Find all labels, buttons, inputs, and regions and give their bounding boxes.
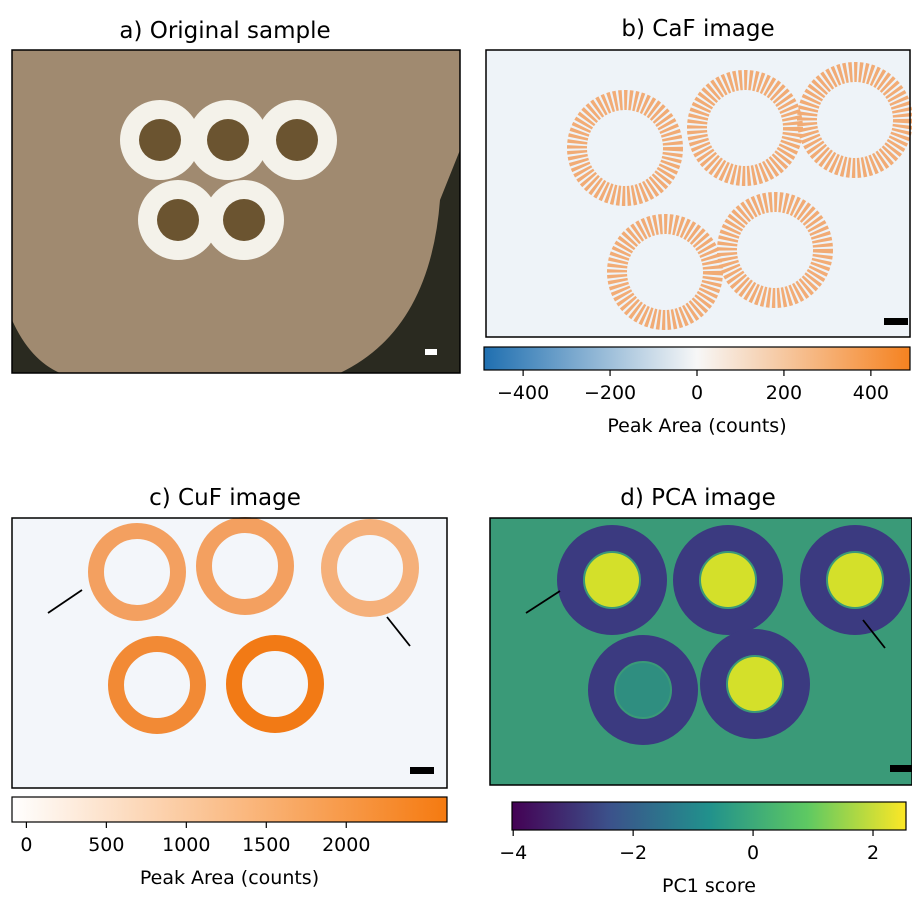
photo — [12, 50, 460, 373]
tick-label: 200 — [766, 382, 802, 404]
tick-label: 500 — [88, 834, 124, 856]
tick-label: −200 — [584, 382, 636, 404]
tick-label: 2 — [867, 842, 879, 864]
figure: a) Original sample b) CaF image c) CuF i… — [0, 0, 912, 895]
heatmap — [12, 518, 447, 788]
colorbar-label: PC1 score — [662, 875, 756, 895]
panel-title: c) CuF image — [149, 485, 301, 511]
tick-label: −4 — [499, 842, 527, 864]
colorbar — [484, 347, 910, 370]
panel-title: a) Original sample — [119, 18, 330, 44]
tick-label: 400 — [853, 382, 889, 404]
colorbar-label: Peak Area (counts) — [607, 415, 786, 437]
tick-label: −400 — [497, 382, 549, 404]
panel-title: d) PCA image — [620, 485, 776, 511]
tick-label: 1000 — [162, 834, 210, 856]
tick-label: 2000 — [322, 834, 370, 856]
colorbar-label: Peak Area (counts) — [140, 867, 319, 889]
heatmap — [490, 518, 912, 785]
colorbar — [12, 797, 447, 822]
tick-label: 0 — [691, 382, 703, 404]
heatmap — [486, 50, 910, 337]
panel-title: b) CaF image — [621, 16, 774, 42]
colorbar — [512, 802, 906, 830]
tick-label: 1500 — [242, 834, 290, 856]
tick-label: −2 — [619, 842, 647, 864]
tick-label: 0 — [20, 834, 32, 856]
tick-label: 0 — [747, 842, 759, 864]
